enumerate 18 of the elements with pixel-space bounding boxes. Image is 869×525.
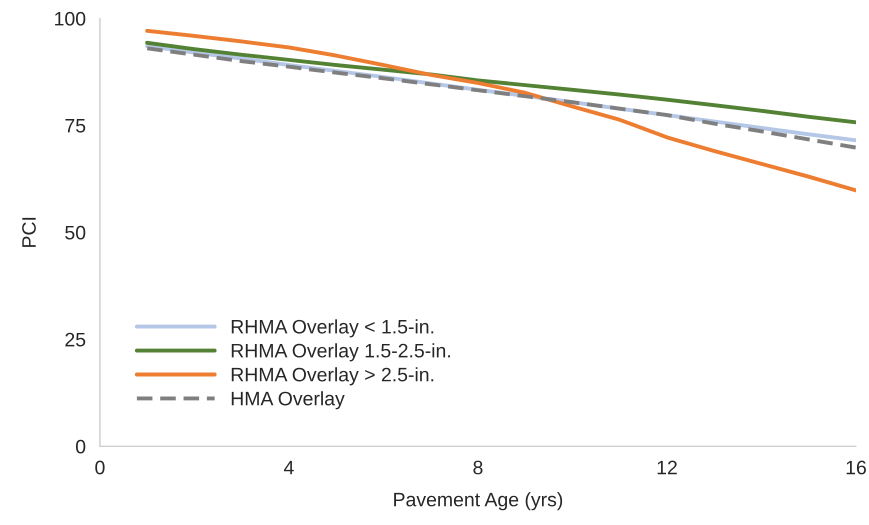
x-tick-label: 8 (473, 460, 483, 474)
line-series (145, 40, 856, 124)
x-tick-label: 4 (284, 460, 294, 474)
x-tick-label: 12 (658, 460, 677, 474)
legend-label: RHMA Overlay 1.5-2.5-in. (232, 343, 450, 362)
line-series (145, 28, 856, 192)
x-tick-label: 16 (846, 460, 866, 474)
y-tick-label: 75 (65, 119, 86, 133)
legend-label: RHMA Overlay > 2.5-in. (232, 367, 434, 386)
x-tick-label: 0 (95, 460, 105, 474)
y-tick-label: 0 (76, 440, 86, 454)
legend-label: HMA Overlay (232, 391, 345, 410)
y-tick-label: 50 (65, 226, 86, 240)
y-axis-title: PCI (22, 218, 36, 247)
x-axis-title: Pavement Age (yrs) (394, 492, 562, 510)
legend-label: RHMA Overlay < 1.5-in. (232, 319, 434, 338)
y-tick-label: 100 (55, 12, 86, 26)
y-tick-label: 25 (65, 332, 86, 347)
